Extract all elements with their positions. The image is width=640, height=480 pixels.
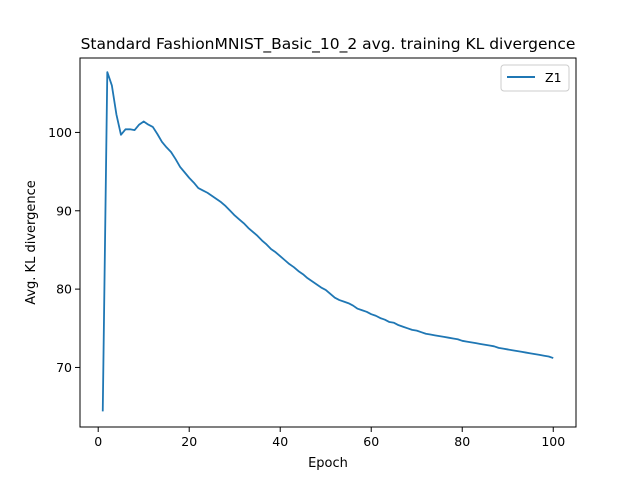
chart-title: Standard FashionMNIST_Basic_10_2 avg. tr…	[81, 35, 576, 54]
y-tick-label: 100	[48, 125, 72, 140]
x-tick-label: 100	[541, 434, 565, 449]
legend: Z1	[500, 64, 570, 92]
x-tick-label: 0	[94, 434, 102, 449]
x-axis-label: Epoch	[308, 456, 348, 471]
y-tick-label: 90	[56, 203, 72, 218]
y-axis-label: Avg. KL divergence	[24, 180, 39, 305]
x-tick-label: 20	[181, 434, 197, 449]
x-tick-label: 60	[363, 434, 379, 449]
x-tick-label: 40	[272, 434, 288, 449]
y-tick-label: 70	[56, 360, 72, 375]
y-tick-label: 80	[56, 282, 72, 297]
axis-ticks: 0 20 40 60 80 100 70 80 90 100	[48, 125, 565, 449]
plot-frame	[79, 57, 577, 428]
plot-area	[80, 58, 576, 427]
legend-label-z1: Z1	[545, 70, 562, 85]
series-layer	[101, 71, 554, 412]
x-tick-label: 80	[454, 434, 470, 449]
series-line-z1	[101, 71, 554, 412]
